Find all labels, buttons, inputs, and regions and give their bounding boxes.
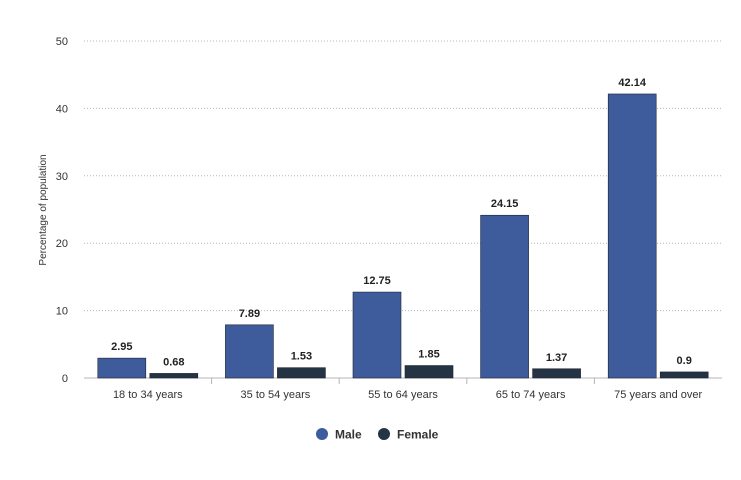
data-label: 0.9 (677, 355, 692, 367)
x-tick-label: 55 to 64 years (368, 389, 438, 401)
data-label: 1.37 (546, 352, 567, 364)
x-tick-label: 65 to 74 years (496, 389, 566, 401)
legend-label-male[interactable]: Male (335, 428, 362, 442)
y-tick-label: 40 (56, 103, 68, 115)
bar-male-3[interactable] (352, 291, 402, 379)
data-label: 1.85 (418, 349, 439, 361)
bars (97, 93, 709, 379)
y-axis-title: Percentage of population (38, 154, 49, 265)
data-label: 24.15 (491, 198, 519, 210)
bar-female-1[interactable] (149, 373, 199, 379)
data-labels: 2.95 0.68 7.89 1.53 12.75 1.85 24.15 1.37 42.14 0… (111, 77, 692, 368)
bar-male-1[interactable] (97, 357, 147, 379)
bar-female-5[interactable] (659, 371, 709, 379)
y-tick-label: 20 (56, 238, 68, 250)
data-label: 1.53 (291, 351, 312, 363)
data-label: 2.95 (111, 341, 132, 353)
y-tick-label: 30 (56, 171, 68, 183)
legend-marker-female[interactable] (378, 428, 390, 440)
bar-male-5[interactable] (607, 93, 657, 379)
bar-female-4[interactable] (532, 368, 581, 379)
y-axis-ticks: 0 10 20 30 40 50 (56, 36, 68, 385)
bar-female-3[interactable] (404, 365, 454, 379)
data-label: 0.68 (163, 356, 184, 368)
x-axis-ticks: 18 to 34 years 35 to 54 years 55 to 64 yea… (113, 378, 703, 401)
data-label: 12.75 (363, 275, 391, 287)
data-label: 7.89 (239, 308, 260, 320)
bar-male-4[interactable] (480, 214, 529, 379)
y-tick-label: 0 (62, 373, 68, 385)
x-tick-label: 75 years and over (614, 389, 702, 401)
x-tick-label: 18 to 34 years (113, 389, 183, 401)
y-tick-label: 50 (56, 36, 68, 48)
legend: Male Female (316, 428, 439, 442)
y-tick-label: 10 (56, 306, 68, 318)
legend-label-female[interactable]: Female (397, 428, 439, 442)
data-label: 42.14 (618, 77, 646, 89)
bar-male-2[interactable] (225, 324, 274, 379)
bar-female-2[interactable] (277, 367, 326, 379)
x-tick-label: 35 to 54 years (241, 389, 311, 401)
legend-marker-male[interactable] (316, 428, 328, 440)
